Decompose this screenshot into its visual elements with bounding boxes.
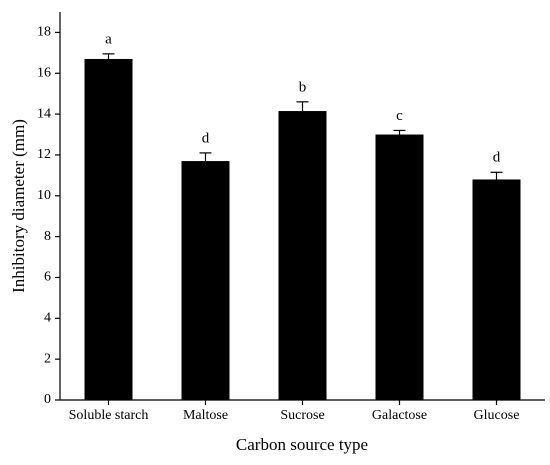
- error-bar: [199, 152, 212, 162]
- x-tick-label: Sucrose: [280, 408, 324, 423]
- y-tick-label: 6: [44, 270, 51, 285]
- x-tick-label: Glucose: [474, 408, 520, 423]
- y-tick-label: 16: [37, 65, 51, 80]
- annotation: d: [493, 150, 501, 166]
- y-tick-label: 10: [37, 188, 51, 203]
- annotation: b: [299, 79, 307, 95]
- error-bar: [102, 53, 115, 59]
- annotation: c: [396, 108, 403, 124]
- y-tick-label: 14: [37, 106, 51, 121]
- x-axis-label: Carbon source type: [236, 435, 368, 454]
- error-bar: [490, 171, 503, 180]
- x-tick-label: Galactose: [372, 408, 427, 423]
- y-tick-label: 2: [44, 351, 51, 366]
- bar: [181, 161, 230, 400]
- bar: [472, 179, 521, 400]
- annotation: d: [202, 130, 210, 146]
- error-bar: [393, 129, 406, 135]
- y-tick-label: 0: [44, 392, 51, 407]
- x-tick-label: Maltose: [183, 408, 228, 423]
- bar: [375, 134, 424, 401]
- x-tick-label: Soluble starch: [69, 408, 149, 423]
- y-tick-label: 8: [44, 229, 51, 244]
- bar: [84, 58, 133, 401]
- bar: [278, 111, 327, 400]
- y-tick-label: 18: [37, 25, 51, 40]
- y-tick-label: 4: [44, 311, 51, 326]
- error-bar: [296, 101, 309, 112]
- annotation: a: [105, 31, 112, 47]
- y-axis-label: Inhibitory diameter (mm): [9, 119, 28, 293]
- y-tick-label: 12: [37, 147, 51, 162]
